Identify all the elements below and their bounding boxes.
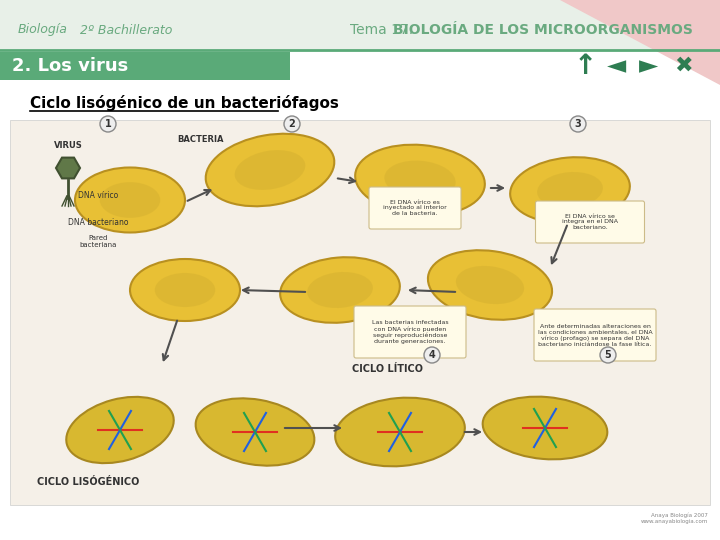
FancyBboxPatch shape [369, 187, 461, 229]
Ellipse shape [235, 150, 305, 190]
Ellipse shape [280, 257, 400, 323]
Polygon shape [560, 0, 720, 85]
Text: Anaya Biología 2007
www.anayabiologia.com: Anaya Biología 2007 www.anayabiologia.co… [641, 512, 708, 524]
FancyBboxPatch shape [0, 52, 290, 80]
Text: BIOLOGÍA DE LOS MICROORGANISMOS: BIOLOGÍA DE LOS MICROORGANISMOS [393, 23, 693, 37]
Ellipse shape [130, 259, 240, 321]
FancyBboxPatch shape [10, 120, 710, 505]
Text: Tema 17.: Tema 17. [350, 23, 418, 37]
Text: Ciclo lisógénico de un bacteriófagos: Ciclo lisógénico de un bacteriófagos [30, 95, 339, 111]
Circle shape [284, 116, 300, 132]
Text: VIRUS: VIRUS [53, 141, 82, 150]
FancyBboxPatch shape [0, 50, 720, 540]
Ellipse shape [384, 160, 456, 199]
Ellipse shape [355, 145, 485, 215]
Ellipse shape [336, 397, 465, 467]
Text: 2º Bachillerato: 2º Bachillerato [80, 24, 172, 37]
Text: Biología: Biología [18, 24, 68, 37]
Text: 4: 4 [428, 350, 436, 360]
Ellipse shape [482, 397, 608, 460]
Ellipse shape [456, 266, 524, 304]
Ellipse shape [307, 272, 373, 308]
Circle shape [600, 347, 616, 363]
Circle shape [424, 347, 440, 363]
Ellipse shape [100, 182, 161, 218]
FancyBboxPatch shape [534, 309, 656, 361]
Polygon shape [56, 158, 80, 178]
Text: Ante determinadas alteraciones en
las condiciones ambientales, el DNA
vírico (pr: Ante determinadas alteraciones en las co… [538, 323, 652, 347]
Text: 2. Los virus: 2. Los virus [12, 57, 128, 75]
Ellipse shape [196, 399, 315, 465]
FancyBboxPatch shape [354, 306, 466, 358]
Ellipse shape [510, 157, 630, 223]
Text: ◄: ◄ [608, 54, 626, 78]
Text: DNA bacteriano: DNA bacteriano [68, 218, 128, 227]
Ellipse shape [206, 134, 334, 206]
Text: 2: 2 [289, 119, 295, 129]
Text: Pared
bacteriana: Pared bacteriana [79, 235, 117, 248]
Ellipse shape [75, 167, 185, 233]
Text: ►: ► [639, 54, 659, 78]
Text: ✖: ✖ [674, 56, 693, 76]
Circle shape [570, 116, 586, 132]
Text: 3: 3 [575, 119, 581, 129]
Text: BACTERIA: BACTERIA [176, 135, 223, 144]
Text: CICLO LÍTICO: CICLO LÍTICO [353, 364, 423, 374]
Ellipse shape [66, 397, 174, 463]
Circle shape [100, 116, 116, 132]
Ellipse shape [537, 172, 603, 208]
Ellipse shape [155, 273, 215, 307]
FancyBboxPatch shape [0, 0, 720, 50]
Ellipse shape [428, 250, 552, 320]
Text: 1: 1 [104, 119, 112, 129]
Text: CICLO LISÓGÉNICO: CICLO LISÓGÉNICO [37, 477, 139, 487]
Text: Las bacterias infectadas
con DNA vírico pueden
seguir reproduciéndose
durante ge: Las bacterias infectadas con DNA vírico … [372, 320, 449, 344]
Text: ↑: ↑ [573, 52, 597, 80]
Text: DNA vírico: DNA vírico [78, 191, 118, 200]
Text: El DNA vírico se
integra en el DNA
bacteriano.: El DNA vírico se integra en el DNA bacte… [562, 214, 618, 230]
Text: El DNA vírico es
inyectado al interior
de la bacteria.: El DNA vírico es inyectado al interior d… [383, 200, 447, 217]
Text: 5: 5 [605, 350, 611, 360]
FancyBboxPatch shape [536, 201, 644, 243]
